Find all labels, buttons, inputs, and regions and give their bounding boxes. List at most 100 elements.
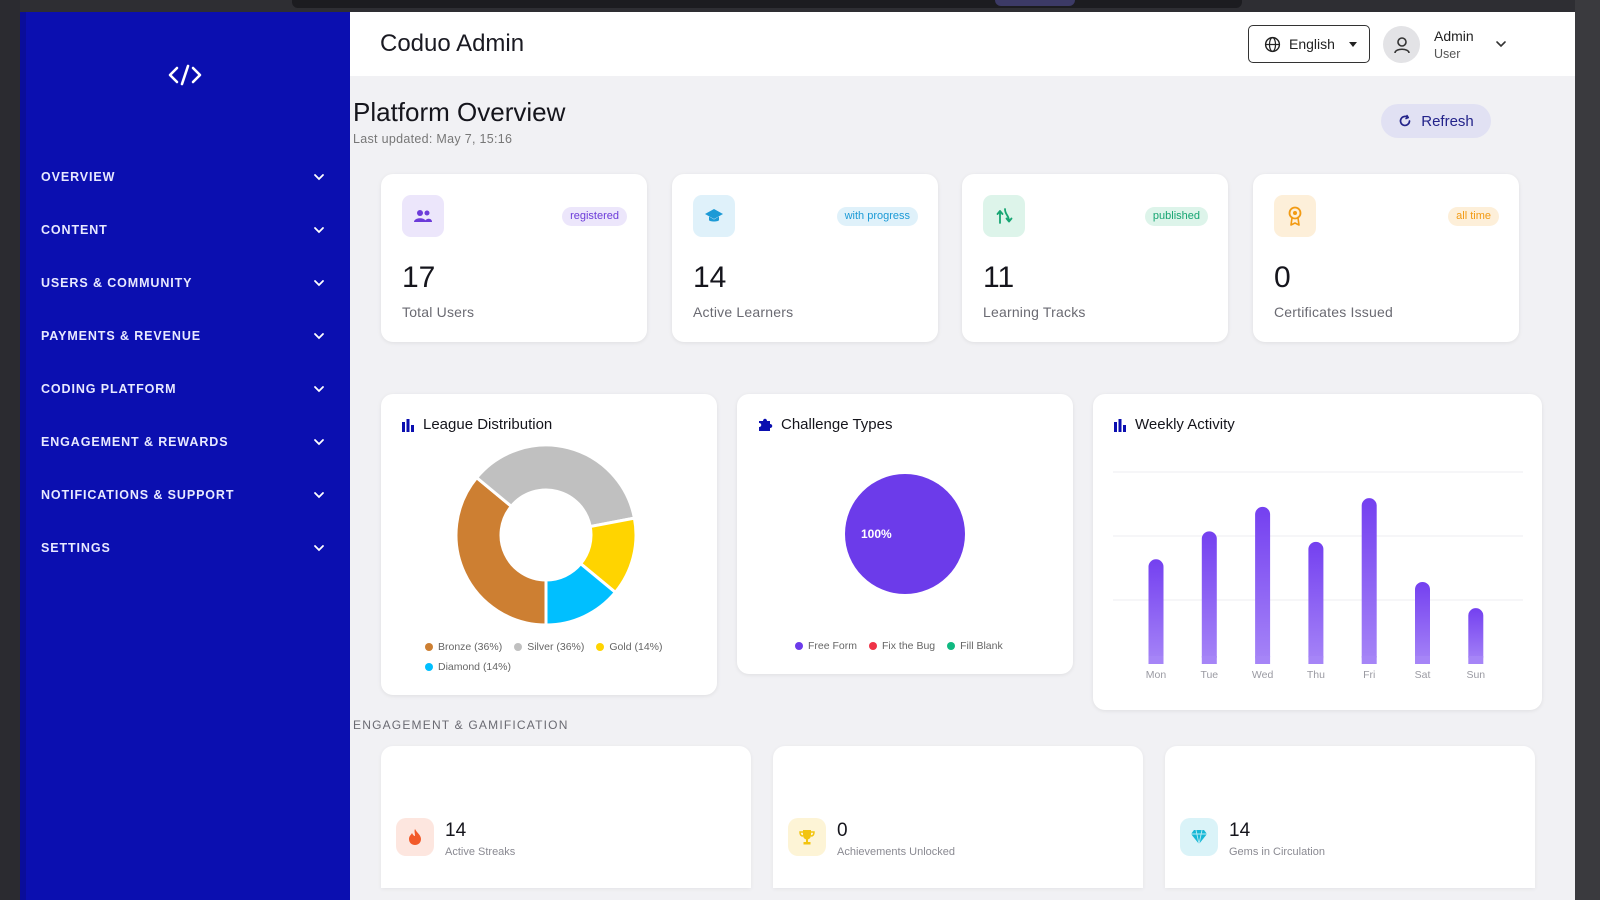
weekly-activity-card: Weekly Activity Mon Tue Wed Thu Fri Sat Sun: [1093, 394, 1542, 710]
sidebar-item-label: OVERVIEW: [41, 169, 116, 184]
status-badge: with progress: [836, 207, 918, 226]
stat-card-certificates-issued: all time 0 Certificates Issued: [1253, 174, 1519, 342]
legend-item: Gold (14%): [596, 641, 663, 653]
top-header: Coduo Admin English Admin User: [350, 12, 1575, 76]
challenge-legend: Free Form Fix the Bug Fill Blank: [795, 640, 1055, 652]
stat-label: Active Learners: [693, 304, 794, 320]
legend-item: Bronze (36%): [425, 641, 502, 653]
route-icon: [983, 195, 1025, 237]
bar-wed[interactable]: [1255, 506, 1271, 664]
bar-base-fri: [1361, 656, 1377, 664]
status-badge: published: [1144, 207, 1208, 226]
sidebar-item-settings[interactable]: SETTINGS: [20, 521, 350, 574]
donut-slice-diamond[interactable]: [544, 561, 618, 627]
chart-title-text: Challenge Types: [781, 416, 893, 433]
award-icon: [1274, 195, 1316, 237]
sidebar-item-engagement-rewards[interactable]: ENGAGEMENT & REWARDS: [20, 415, 350, 468]
graduation-cap-icon: [693, 195, 735, 237]
page-title: Platform Overview: [353, 97, 566, 127]
chevron-down-icon: [314, 544, 324, 551]
pie-slice-free-form[interactable]: [845, 474, 965, 594]
bar-fri[interactable]: [1361, 498, 1377, 664]
league-donut-chart: [454, 443, 638, 627]
bar-sun[interactable]: [1468, 608, 1484, 664]
chevron-down-icon: [314, 385, 324, 392]
user-name: Admin: [1434, 28, 1474, 44]
x-tick-label: Sun: [1466, 669, 1485, 681]
donut-slice-bronze[interactable]: [454, 475, 548, 627]
stat-card-learning-tracks: published 11 Learning Tracks: [962, 174, 1228, 342]
flame-icon: [396, 818, 434, 856]
stat-label: Learning Tracks: [983, 304, 1086, 320]
chart-title-text: League Distribution: [423, 416, 553, 433]
stat-label: Certificates Issued: [1274, 304, 1393, 320]
donut-slice-silver[interactable]: [474, 443, 637, 529]
refresh-icon: [1399, 114, 1411, 127]
user-icon: [1393, 36, 1410, 53]
stat-value: 11: [983, 261, 1015, 294]
status-badge: registered: [562, 207, 627, 226]
x-tick-label: Tue: [1200, 669, 1218, 681]
sidebar-item-content[interactable]: CONTENT: [20, 203, 350, 256]
engagement-value: 14: [445, 820, 467, 841]
gem-icon: [1180, 818, 1218, 856]
legend-item: Fill Blank: [947, 640, 1003, 652]
league-distribution-card: League Distribution Bronze (36%) Silver …: [381, 394, 717, 695]
chevron-down-icon[interactable]: [1494, 37, 1508, 51]
globe-icon: [1264, 36, 1281, 52]
code-brackets-icon[interactable]: [165, 60, 205, 90]
engagement-card-active-streaks: 14 Active Streaks: [381, 746, 751, 888]
legend-item: Fix the Bug: [869, 640, 935, 652]
x-tick-label: Wed: [1252, 669, 1274, 681]
stat-value: 0: [1274, 261, 1291, 294]
sidebar-item-overview[interactable]: OVERVIEW: [20, 150, 350, 203]
weekly-bar-chart: Mon Tue Wed Thu Fri Sat Sun: [1113, 471, 1523, 681]
bar-mon[interactable]: [1148, 559, 1164, 664]
chevron-down-icon: [314, 438, 324, 445]
caret-down-icon: [1348, 41, 1357, 47]
bar-chart-icon: [1114, 418, 1126, 432]
stat-card-active-learners: with progress 14 Active Learners: [672, 174, 938, 342]
sidebar-item-notifications-support[interactable]: NOTIFICATIONS & SUPPORT: [20, 468, 350, 521]
engagement-value: 0: [837, 820, 848, 841]
bar-base-thu: [1308, 656, 1324, 664]
stat-label: Total Users: [402, 304, 475, 320]
language-selector[interactable]: English: [1248, 25, 1370, 63]
sidebar-item-payments-revenue[interactable]: PAYMENTS & REVENUE: [20, 309, 350, 362]
stat-value: 14: [693, 261, 727, 294]
x-tick-label: Sat: [1415, 669, 1431, 681]
engagement-card-gems: 14 Gems in Circulation: [1165, 746, 1535, 888]
puzzle-icon: [759, 418, 773, 431]
bar-tue[interactable]: [1201, 531, 1217, 664]
engagement-card-achievements: 0 Achievements Unlocked: [773, 746, 1143, 888]
pie-data-label: 100%: [861, 527, 892, 541]
engagement-label: Gems in Circulation: [1229, 846, 1325, 858]
bar-base-wed: [1255, 656, 1271, 664]
sidebar-item-label: NOTIFICATIONS & SUPPORT: [41, 487, 235, 502]
sidebar-item-label: PAYMENTS & REVENUE: [41, 328, 201, 343]
status-badge: all time: [1448, 207, 1499, 226]
chart-title-text: Weekly Activity: [1135, 416, 1235, 433]
app-title: Coduo Admin: [380, 30, 525, 57]
trophy-icon: [788, 818, 826, 856]
bar-sat[interactable]: [1415, 581, 1430, 664]
bar-base-sun: [1468, 656, 1484, 664]
bar-thu[interactable]: [1308, 541, 1324, 664]
engagement-value: 14: [1229, 820, 1251, 841]
sidebar-item-users-community[interactable]: USERS & COMMUNITY: [20, 256, 350, 309]
sidebar-nav: OVERVIEW CONTENT USERS & COMMUNITY PAYME…: [20, 150, 350, 574]
refresh-label: Refresh: [1421, 112, 1474, 130]
sidebar-item-label: SETTINGS: [41, 540, 111, 555]
refresh-button[interactable]: Refresh: [1381, 104, 1491, 138]
avatar[interactable]: [1383, 26, 1420, 63]
user-role: User: [1434, 47, 1461, 61]
engagement-label: Active Streaks: [445, 846, 516, 858]
engagement-label: Achievements Unlocked: [837, 846, 956, 858]
sidebar-item-label: CONTENT: [41, 222, 108, 237]
bar-base-mon: [1148, 656, 1164, 664]
x-tick-label: Thu: [1307, 669, 1325, 681]
last-updated-text: Last updated: May 7, 15:16: [353, 132, 513, 146]
legend-item: Diamond (14%): [425, 661, 511, 673]
bar-chart-icon: [402, 418, 414, 432]
sidebar-item-coding-platform[interactable]: CODING PLATFORM: [20, 362, 350, 415]
